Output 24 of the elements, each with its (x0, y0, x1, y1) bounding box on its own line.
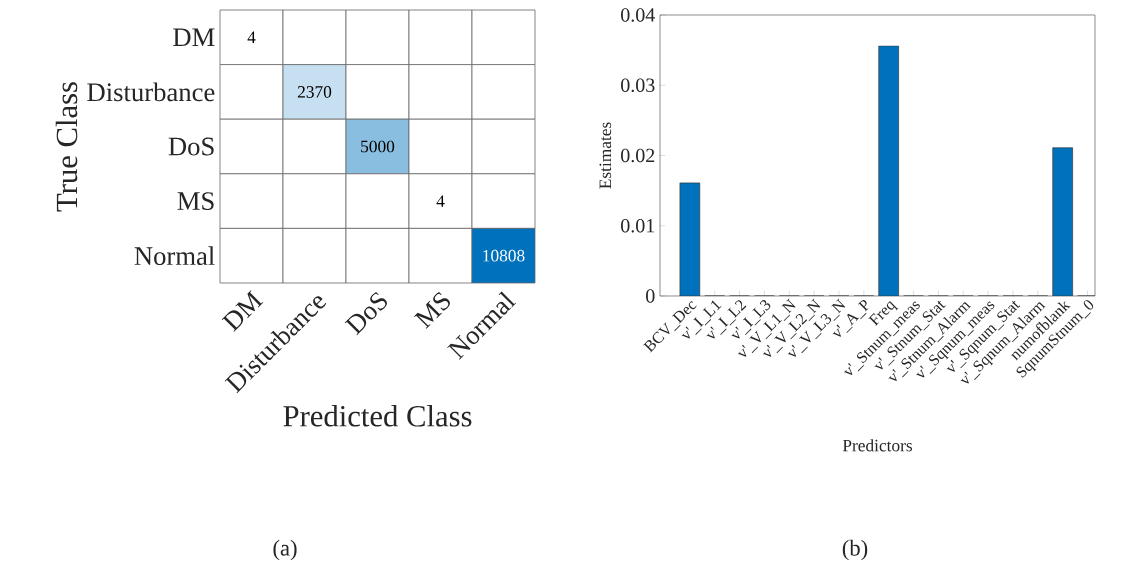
y-tick-label: 0.02 (621, 148, 655, 163)
y-axis-title: Estimates (599, 122, 612, 189)
y-tick-label: Normal (134, 246, 215, 266)
y-tick-label: Disturbance (87, 82, 215, 102)
y-axis-title: True Class (55, 82, 78, 212)
x-tick-label: DoS (344, 291, 387, 336)
y-tick-label: DM (173, 28, 215, 47)
data-label: 10808 (483, 249, 525, 262)
y-tick-label: 0.04 (621, 8, 655, 22)
y-tick-label: 0.01 (621, 218, 655, 233)
y-tick-label: 0.03 (621, 78, 655, 93)
data-label: 4 (436, 195, 445, 207)
text: (b) (842, 539, 868, 561)
y-tick-label: MS (177, 192, 214, 211)
bar (1052, 147, 1073, 296)
x-axis-title: Predictors (842, 439, 913, 452)
x-axis-title: Predicted Class (283, 405, 472, 427)
y-tick-label: 0 (646, 289, 655, 303)
data-label: 5000 (361, 140, 395, 153)
text: (a) (273, 539, 297, 561)
y-tick-label: DoS (168, 137, 214, 156)
data-label: 4 (247, 31, 256, 43)
bar (878, 45, 899, 296)
data-label: 2370 (297, 86, 332, 98)
